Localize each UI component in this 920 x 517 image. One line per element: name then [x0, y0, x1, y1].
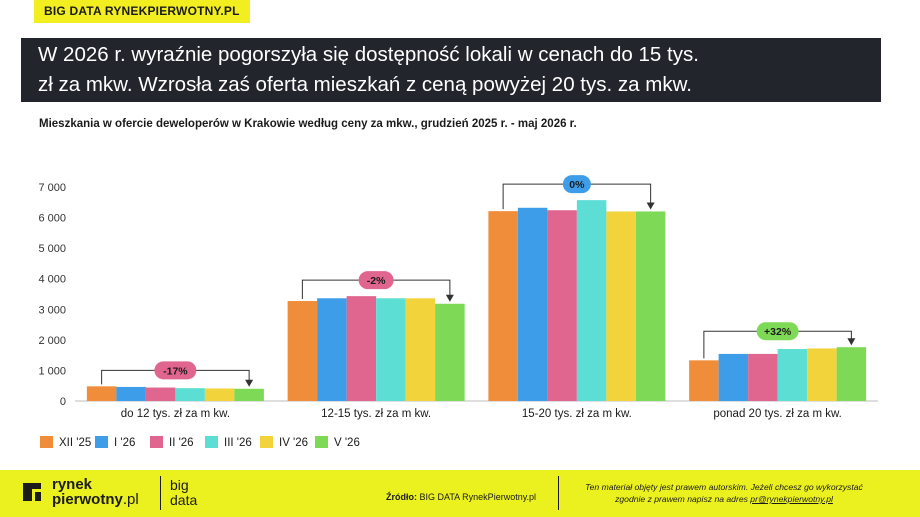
bar [635, 211, 666, 401]
chart-title: Mieszkania w ofercie deweloperów w Krako… [39, 118, 577, 130]
legend-swatch [260, 436, 273, 448]
change-label: -2% [367, 275, 386, 287]
source-note: Źródło: BIG DATA RynekPierwotny.pl [386, 492, 536, 502]
y-tick-label: 6 000 [38, 213, 66, 225]
legend-swatch [205, 436, 218, 448]
big-data-logo: big data [170, 478, 197, 508]
x-tick-label: ponad 20 tys. zł za m kw. [713, 408, 841, 420]
source-text: BIG DATA RynekPierwotny.pl [417, 492, 537, 502]
y-tick-label: 3 000 [38, 304, 66, 316]
change-label: +32% [764, 326, 792, 338]
change-label: -17% [163, 365, 188, 377]
y-tick-label: 0 [60, 396, 66, 408]
y-tick-label: 7 000 [38, 182, 66, 194]
bar [807, 348, 837, 401]
bar [86, 386, 117, 401]
copyright-line-1: Ten materiał objęty jest prawem autorski… [585, 482, 863, 492]
logo-word-1: rynek [52, 476, 93, 493]
bar [405, 298, 436, 401]
bar [488, 211, 518, 401]
logo-divider [160, 476, 161, 510]
bar [175, 388, 205, 401]
legend-label: IV '26 [279, 437, 308, 449]
logo-suffix: .pl [122, 491, 139, 508]
bar [145, 387, 176, 401]
y-tick-label: 4 000 [38, 274, 66, 286]
x-tick-label: do 12 tys. zł za m kw. [121, 408, 230, 420]
headline-line-2: zł za mkw. Wzrosła zaś oferta mieszkań z… [38, 73, 692, 96]
bar [287, 301, 318, 401]
copyright-email[interactable]: pr@rynekpierwotny.pl [750, 494, 833, 504]
bar [547, 210, 577, 401]
top-bar: BIG DATA RYNEKPIERWOTNY.PL [0, 0, 920, 38]
big-data-word-1: big [170, 477, 189, 493]
bar-chart: 0 1 000 2 000 3 000 4 000 5 000 6 000 7 000 do 1… [38, 175, 878, 449]
logo-wordmark: rynek pierwotny.pl [52, 477, 139, 507]
bar [836, 347, 867, 401]
legend-swatch [315, 436, 328, 448]
bar [204, 388, 235, 401]
bar [748, 353, 778, 401]
change-badge [562, 175, 591, 194]
bar [346, 296, 377, 401]
bar [606, 211, 636, 401]
change-arrow [646, 202, 655, 210]
change-arrow [847, 338, 856, 346]
change-label: 0% [569, 179, 585, 191]
legend-swatch [95, 436, 108, 448]
x-tick-label: 15-20 tys. zł za m kw. [522, 408, 632, 420]
legend-swatch [150, 436, 163, 448]
bar [777, 349, 808, 401]
logo-word-2: pierwotny [52, 491, 123, 508]
brand-tag: BIG DATA RYNEKPIERWOTNY.PL [34, 0, 250, 23]
logo-mark-icon [20, 480, 44, 504]
big-data-word-2: data [170, 492, 198, 508]
y-tick-label: 2 000 [38, 335, 66, 347]
bar [234, 388, 264, 401]
y-tick-label: 1 000 [38, 365, 66, 377]
legend-label: V '26 [334, 437, 360, 449]
bar [517, 207, 548, 401]
legend-label: I '26 [114, 437, 135, 449]
copyright-line-2: zgodnie z prawem napisz na adres [615, 494, 751, 504]
legend-label: II '26 [169, 437, 194, 449]
bar [435, 303, 465, 401]
change-arrow [445, 294, 454, 302]
change-badge [358, 271, 394, 290]
footer-divider [558, 476, 559, 510]
headline-line-1: W 2026 r. wyraźnie pogorszyła się dostęp… [38, 43, 699, 66]
bar [376, 298, 406, 401]
source-label: Źródło: [386, 492, 417, 502]
legend-label: III '26 [224, 437, 252, 449]
x-tick-label: 12-15 tys. zł za m kw. [321, 408, 431, 420]
bar [317, 298, 347, 401]
copyright-note: Ten materiał objęty jest prawem autorski… [566, 481, 882, 505]
bar [718, 353, 749, 401]
bar [576, 200, 607, 401]
headline-banner: W 2026 r. wyraźnie pogorszyła się dostęp… [21, 38, 881, 102]
footer: rynek pierwotny.pl big data Źródło: BIG … [0, 470, 920, 517]
change-arrow [245, 379, 254, 387]
legend-label: XII '25 [59, 437, 91, 449]
logo: rynek pierwotny.pl [20, 477, 139, 507]
bar [689, 360, 719, 401]
legend-swatch [40, 436, 53, 448]
bar [116, 386, 146, 401]
change-badge [154, 361, 197, 380]
y-tick-label: 5 000 [38, 243, 66, 255]
change-badge [756, 322, 799, 341]
